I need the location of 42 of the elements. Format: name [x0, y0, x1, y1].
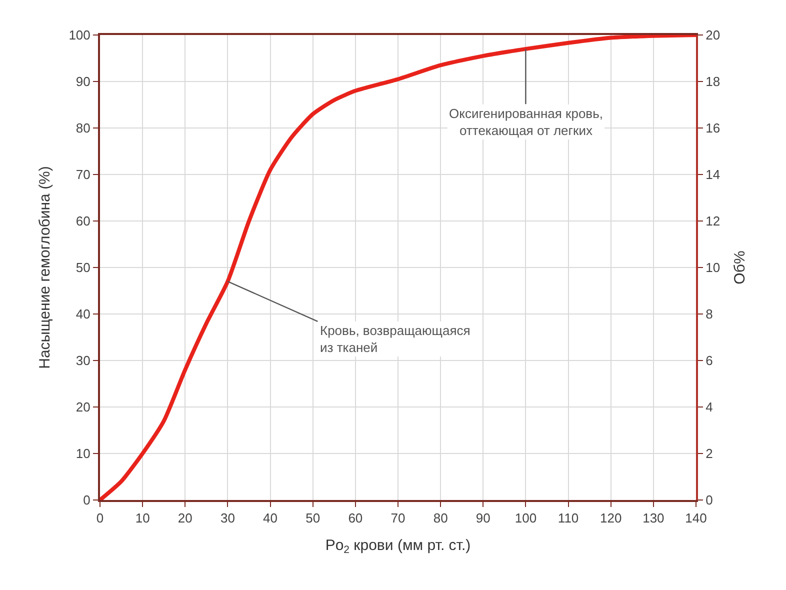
x-tick-label: 0: [96, 510, 104, 526]
y-tick-label: 100: [68, 28, 90, 43]
y2-tick-label: 2: [706, 446, 713, 462]
x-axis-title: Po$_{2}$ крови (мм рт. ст.): [325, 537, 471, 556]
y-tick-label: 90: [76, 74, 90, 90]
y-tick-label: 0: [83, 492, 90, 508]
x-tick-label: 60: [348, 510, 363, 526]
y-tick-label: 20: [76, 400, 90, 415]
x-tick-label: 50: [306, 510, 320, 526]
y-axis-title: Насыщение гемоглобина (%): [36, 166, 54, 369]
y2-tick-label: 18: [706, 74, 720, 90]
x-tick-label: 80: [433, 510, 448, 526]
y-tick-label: 10: [76, 446, 90, 462]
annotation: Оксигенированная кровь, оттекающая от легких: [449, 106, 603, 138]
x-tick-label: 140: [685, 510, 707, 526]
x-tick-label: 20: [178, 510, 192, 526]
y2-tick-label: 4: [706, 400, 713, 415]
y-tick-label: 40: [76, 306, 90, 322]
y-tick-label: 70: [76, 167, 90, 182]
x-tick-label: 30: [220, 510, 235, 526]
y2-tick-label: 10: [706, 260, 720, 276]
y2-tick-label: 12: [706, 214, 720, 229]
y2-tick-label: 14: [706, 167, 720, 182]
y2-tick-label: 16: [706, 120, 720, 136]
x-tick-label: 40: [263, 510, 278, 526]
x-tick-label: 130: [642, 510, 664, 526]
y2-axis-title: Об%: [732, 250, 749, 284]
x-tick-label: 100: [514, 510, 537, 526]
y-tick-label: 60: [76, 214, 90, 229]
annotation: Кровь, возвращающаяся из тканей: [320, 323, 470, 355]
y-tick-label: 80: [76, 120, 90, 136]
x-tick-label: 90: [476, 510, 490, 526]
y-tick-label: 30: [76, 353, 90, 368]
y2-tick-label: 0: [706, 492, 713, 508]
x-tick-label: 10: [135, 510, 150, 526]
y2-tick-label: 8: [706, 306, 713, 322]
x-tick-label: 110: [558, 510, 579, 526]
x-tick-label: 70: [390, 510, 406, 526]
y2-tick-label: 20: [706, 28, 720, 43]
x-tick-label: 120: [600, 510, 622, 526]
y2-tick-label: 6: [706, 353, 713, 368]
y-tick-label: 50: [76, 260, 90, 276]
